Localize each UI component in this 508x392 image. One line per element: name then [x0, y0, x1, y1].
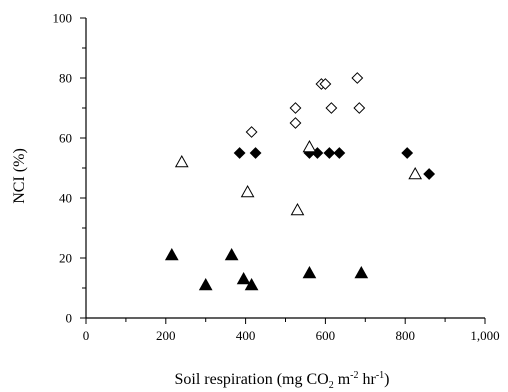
triangle-open-point	[240, 184, 255, 198]
triangle-filled-point	[198, 277, 213, 291]
diamond-open-point	[245, 126, 258, 138]
y-tick-label: 80	[59, 71, 72, 86]
triangle-filled-point	[236, 271, 251, 285]
x-axis-title-end: )	[384, 371, 389, 388]
y-tick-label: 0	[66, 311, 73, 326]
triangle-open-point	[174, 154, 189, 168]
y-axis-ticks: 0 20 40 60 80 100	[53, 11, 86, 326]
triangle-filled-point	[354, 265, 369, 279]
x-tick-label: 200	[156, 328, 176, 343]
diamond-open-point	[289, 117, 302, 129]
diamond-filled-point	[233, 147, 246, 159]
diamond-open-point	[351, 72, 364, 84]
x-tick-label: 1,000	[470, 328, 499, 343]
x-tick-label: 400	[236, 328, 256, 343]
x-axis-title-mid: m	[334, 371, 351, 388]
y-axis-title: NCI (%)	[11, 148, 28, 204]
diamond-filled-point	[423, 168, 436, 180]
x-axis-title: Soil respiration (mg CO2 m-2 hr-1)	[174, 370, 389, 391]
x-axis-title-sup1: -2	[350, 370, 358, 381]
x-tick-label: 800	[395, 328, 415, 343]
y-tick-label: 60	[59, 131, 72, 146]
triangle-open-point	[302, 139, 317, 153]
y-tick-label: 100	[53, 11, 73, 26]
triangle-filled-point	[302, 265, 317, 279]
x-axis-title-sub: 2	[329, 380, 334, 391]
diamond-filled-point	[333, 147, 346, 159]
diamond-open-point	[353, 102, 366, 114]
x-axis-title-main: Soil respiration (mg CO	[174, 371, 328, 388]
diamond-filled-point	[249, 147, 262, 159]
y-tick-label: 40	[59, 191, 72, 206]
triangle-filled-point	[244, 277, 259, 291]
triangle-filled-point	[224, 247, 239, 261]
y-tick-label: 20	[59, 251, 72, 266]
diamond-filled-point	[401, 147, 414, 159]
x-axis-title-sup2: -1	[376, 370, 384, 381]
x-axis-title-mid2: hr	[359, 371, 377, 388]
triangle-filled-point	[164, 247, 179, 261]
x-tick-label: 600	[316, 328, 336, 343]
triangle-open-point	[408, 166, 423, 180]
diamond-open-point	[325, 102, 338, 114]
diamond-open-point	[319, 78, 332, 90]
triangle-open-point	[290, 202, 305, 216]
diamond-open-point	[289, 102, 302, 114]
x-tick-label: 0	[83, 328, 90, 343]
axes	[85, 18, 485, 319]
x-axis-ticks: 0 200 400 600 800 1,000	[83, 318, 500, 343]
data-points	[164, 72, 436, 291]
diamond-filled-point	[323, 147, 336, 159]
